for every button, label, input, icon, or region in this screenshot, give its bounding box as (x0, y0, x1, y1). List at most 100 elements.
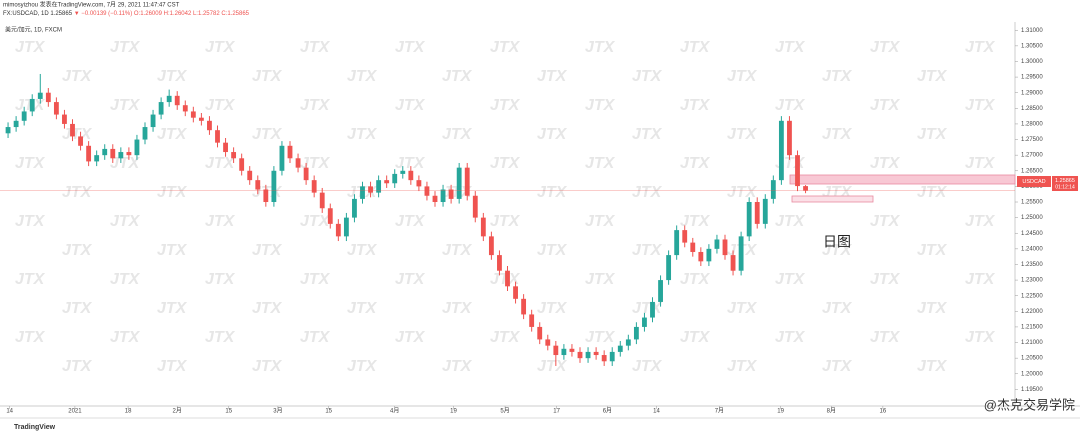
candle-body (456, 167, 462, 199)
candle-body (198, 117, 204, 121)
watermark: JTX (490, 39, 521, 56)
watermark: JTX (585, 39, 616, 56)
watermark: JTX (965, 329, 996, 346)
candle-body (343, 217, 349, 237)
candle-body (529, 314, 535, 327)
price-tag-symbol-bg (1017, 176, 1051, 187)
watermark: JTX (347, 126, 378, 143)
candle-body (70, 123, 75, 137)
y-tick-label: 1.29000 (1021, 90, 1043, 96)
watermark: JTX (347, 300, 378, 317)
candle-body (263, 189, 269, 203)
watermark: JTX (62, 184, 93, 201)
candle-body (78, 136, 83, 146)
candle-body (303, 167, 309, 181)
candle-body (166, 95, 172, 103)
watermark: JTX (965, 271, 996, 288)
watermark: JTX (395, 39, 426, 56)
watermark: JTX (537, 242, 568, 259)
candle-body (770, 180, 776, 199)
watermark: JTX (775, 329, 806, 346)
watermark: JTX (205, 39, 236, 56)
watermark: JTX (205, 155, 236, 172)
watermark: JTX (300, 213, 331, 230)
candle-body (682, 230, 688, 243)
x-tick-label: 14 (6, 409, 13, 415)
watermark: JTX (347, 68, 378, 85)
watermark: JTX (680, 39, 711, 56)
watermark: JTX (727, 126, 758, 143)
candle-body (110, 148, 116, 159)
watermark: JTX (395, 329, 426, 346)
x-tick-label: 6月 (603, 408, 612, 415)
watermark: JTX (822, 300, 853, 317)
watermark: JTX (632, 126, 663, 143)
watermark: JTX (585, 155, 616, 172)
watermark: JTX (632, 242, 663, 259)
candle-body (360, 186, 365, 199)
watermark: JTX (490, 97, 521, 114)
price-tag-bg (1052, 176, 1078, 191)
watermark: JTX (680, 271, 711, 288)
candle-body (392, 173, 398, 184)
watermark: JTX (300, 329, 331, 346)
x-tick-label: 14 (653, 409, 660, 415)
y-tick-label: 1.21000 (1021, 340, 1043, 346)
candle-body (37, 92, 43, 99)
price-tag-price: 1.25865 (1055, 178, 1075, 184)
watermark: JTX (965, 39, 996, 56)
candle-body (730, 255, 736, 271)
watermark: JTX (965, 97, 996, 114)
candle-body (118, 152, 124, 159)
brand: TradingView (14, 424, 56, 431)
candle-body (787, 120, 792, 156)
y-tick-label: 1.25500 (1021, 200, 1043, 206)
watermark: JTX (822, 358, 853, 375)
candle-body (593, 351, 599, 356)
y-tick-label: 1.29500 (1021, 75, 1043, 81)
candle-body (513, 286, 518, 299)
instrument: 美元/加元, 1D, FXCM (5, 26, 62, 34)
candle-body (762, 198, 768, 224)
x-tick-label: 16 (880, 409, 887, 415)
candle-body (190, 111, 196, 118)
header-line1: mimosyizhou 发表在TradingView.com, 7月 29, 2… (3, 1, 180, 9)
watermark: JTX (490, 213, 521, 230)
watermark: JTX (252, 68, 283, 85)
candle-body (706, 248, 712, 262)
candle-body (5, 127, 11, 134)
candle-body (795, 155, 800, 187)
watermark: JTX (15, 155, 46, 172)
candle-body (215, 130, 220, 143)
annotation: 日图 (823, 234, 851, 250)
watermark: JTX (870, 39, 901, 56)
candle-body (698, 251, 704, 262)
candle-body (617, 345, 623, 352)
watermark: JTX (727, 184, 758, 201)
x-tick-label: 15 (225, 409, 232, 415)
watermark: JTX (157, 358, 188, 375)
watermark: JTX (62, 126, 93, 143)
watermark: JTX (442, 358, 473, 375)
resistance-zone (789, 174, 1016, 185)
y-tick-label: 1.27500 (1021, 137, 1043, 143)
candle-body (545, 339, 551, 346)
y-tick-label: 1.22000 (1021, 309, 1043, 315)
y-tick-label: 1.19500 (1021, 387, 1043, 393)
watermark: JTX (15, 39, 46, 56)
y-tick-label: 1.28500 (1021, 106, 1043, 112)
candle-body (488, 236, 494, 256)
watermark: JTX (300, 39, 331, 56)
candle-body (561, 348, 567, 356)
watermark: JTX (157, 184, 188, 201)
watermark: JTX (632, 300, 663, 317)
x-tick-label: 2021 (68, 409, 82, 415)
candle-body (255, 180, 261, 190)
watermark: JTX (632, 184, 663, 201)
candle-body (658, 280, 663, 302)
watermark: JTX (110, 329, 141, 346)
candle-body (271, 170, 277, 203)
watermark: JTX (917, 358, 948, 375)
watermark: JTX (727, 300, 758, 317)
